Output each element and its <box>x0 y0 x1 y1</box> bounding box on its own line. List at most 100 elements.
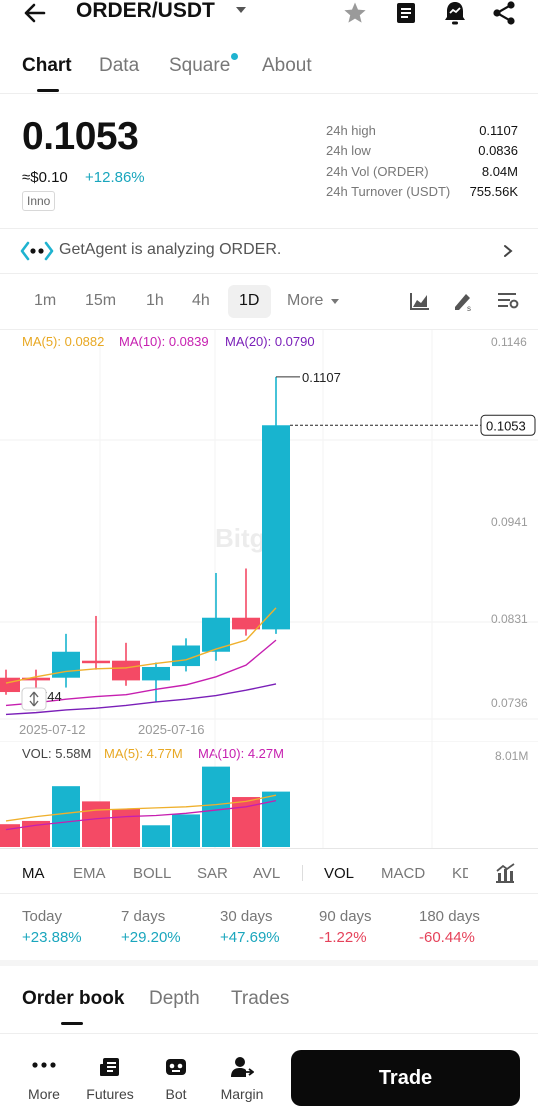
interval-15m[interactable]: 15m <box>85 292 117 309</box>
ma20-legend: MA(20): 0.0790 <box>225 334 315 349</box>
indicator-kd[interactable]: KD <box>452 865 468 882</box>
tab-depth[interactable]: Depth <box>149 988 200 1009</box>
stat-vol-label: 24h Vol (ORDER) <box>326 164 429 179</box>
indicator-avl[interactable]: AVL <box>253 865 281 882</box>
perf-7d-value: +29.20% <box>121 929 181 946</box>
nav-futures-label[interactable]: Futures <box>86 1086 134 1102</box>
agent-logo-icon <box>20 241 54 261</box>
tab-square[interactable]: Square <box>169 55 231 76</box>
volume-bar <box>172 814 200 847</box>
indicator-sar[interactable]: SAR <box>197 865 228 882</box>
stat-low-value: 0.0836 <box>478 143 518 158</box>
nav-bot[interactable] <box>154 1052 198 1108</box>
vol-ma10-legend: MA(10): 4.27M <box>198 746 284 761</box>
volume-chart[interactable] <box>0 742 538 848</box>
candle-body <box>22 677 50 681</box>
section-gap <box>0 960 538 966</box>
perf-180d-label: 180 days <box>419 908 480 925</box>
indicator-separator <box>302 865 303 881</box>
indicator-settings-icon[interactable] <box>494 862 516 884</box>
ma20-line <box>5 683 277 716</box>
perf-30d-value: +47.69% <box>220 929 280 946</box>
volume-bar <box>0 824 20 847</box>
nav-margin-label[interactable]: Margin <box>220 1086 264 1102</box>
volume-bar <box>82 801 110 847</box>
y-axis-label: 0.0736 <box>491 696 528 710</box>
price-change: +12.86% <box>85 169 145 186</box>
interval-1d[interactable]: 1D <box>239 292 260 309</box>
volume-bar <box>202 766 230 847</box>
back-arrow-icon[interactable] <box>22 2 48 24</box>
indicator-vol[interactable]: VOL <box>324 865 355 882</box>
trade-button[interactable]: Trade <box>291 1050 520 1106</box>
ma5-legend: MA(5): 0.0882 <box>22 334 105 349</box>
divider <box>0 228 538 229</box>
indicator-boll[interactable]: BOLL <box>133 865 172 882</box>
candle-body <box>232 617 260 630</box>
chevron-down-icon[interactable] <box>236 7 246 13</box>
indicator-ema[interactable]: EMA <box>73 865 106 882</box>
vol-legend: VOL: 5.58M <box>22 746 92 761</box>
nav-margin[interactable] <box>218 1052 266 1108</box>
perf-180d-value: -60.44% <box>419 929 475 946</box>
vol-axis-label: 8.01M <box>495 749 529 763</box>
interval-1m[interactable]: 1m <box>34 292 57 309</box>
share-icon[interactable] <box>492 0 516 26</box>
x-axis-label: 2025-07-16 <box>138 722 205 737</box>
getagent-banner[interactable]: GetAgent is analyzing ORDER. <box>0 229 538 273</box>
tab-data[interactable]: Data <box>99 55 140 76</box>
nav-more-label[interactable]: More <box>28 1086 60 1102</box>
interval-1h[interactable]: 1h <box>146 292 164 309</box>
candle-body <box>142 666 170 681</box>
divider <box>0 893 538 894</box>
tab-trades[interactable]: Trades <box>231 988 290 1009</box>
tab-chart[interactable]: Chart <box>22 55 72 76</box>
draw-tool-icon[interactable]: s <box>452 290 474 312</box>
divider <box>0 93 538 94</box>
star-icon[interactable] <box>343 1 367 25</box>
stat-vol-value: 8.04M <box>481 164 518 179</box>
indicator-macd[interactable]: MACD <box>381 865 426 882</box>
scroll-arrows-icon <box>29 691 39 707</box>
tab-about[interactable]: About <box>262 55 312 76</box>
perf-90d-value: -1.22% <box>319 929 367 946</box>
chart-type-icon[interactable] <box>409 291 431 311</box>
interval-4h[interactable]: 4h <box>192 292 210 309</box>
divider <box>0 273 538 274</box>
ma10-legend: MA(10): 0.0839 <box>119 334 209 349</box>
last-price-tag <box>480 414 536 436</box>
nav-bot-label[interactable]: Bot <box>165 1086 187 1102</box>
active-tab-indicator <box>61 1022 83 1025</box>
interval-active-bg <box>228 285 271 318</box>
svg-text:s: s <box>467 304 471 312</box>
chart-settings-icon[interactable] <box>497 291 519 311</box>
nav-more[interactable] <box>22 1052 66 1108</box>
nav-futures[interactable] <box>86 1052 134 1108</box>
high-marker-label: 0.1107 <box>302 370 341 385</box>
trading-pair-title[interactable]: ORDER/USDT <box>76 0 215 22</box>
perf-30d-label: 30 days <box>220 908 273 925</box>
margin-icon <box>231 1057 254 1077</box>
more-caret-icon <box>331 299 339 304</box>
vol-ma5-legend: MA(5): 4.77M <box>104 746 183 761</box>
indicator-ma[interactable]: MA <box>22 865 45 882</box>
volume-bar <box>262 791 290 847</box>
alert-bell-icon[interactable] <box>443 0 467 26</box>
perf-7d-label: 7 days <box>121 908 166 925</box>
volume-bar <box>142 825 170 847</box>
y-axis-label: 0.0941 <box>491 515 528 529</box>
futures-icon <box>100 1058 119 1076</box>
perf-today-label: Today <box>22 908 63 925</box>
last-price: 0.1053 <box>22 115 139 158</box>
tab-order-book[interactable]: Order book <box>22 988 125 1009</box>
perf-today-value: +23.88% <box>22 929 82 946</box>
interval-more[interactable]: More <box>287 292 324 309</box>
zone-badge: Inno <box>22 191 56 211</box>
stat-high-label: 24h high <box>326 123 376 138</box>
top-bar: ORDER/USDT <box>0 0 538 30</box>
notebook-icon[interactable] <box>395 1 417 25</box>
divider <box>0 848 538 849</box>
notification-dot <box>231 53 238 60</box>
fiat-price: ≈$0.10 <box>22 169 68 186</box>
